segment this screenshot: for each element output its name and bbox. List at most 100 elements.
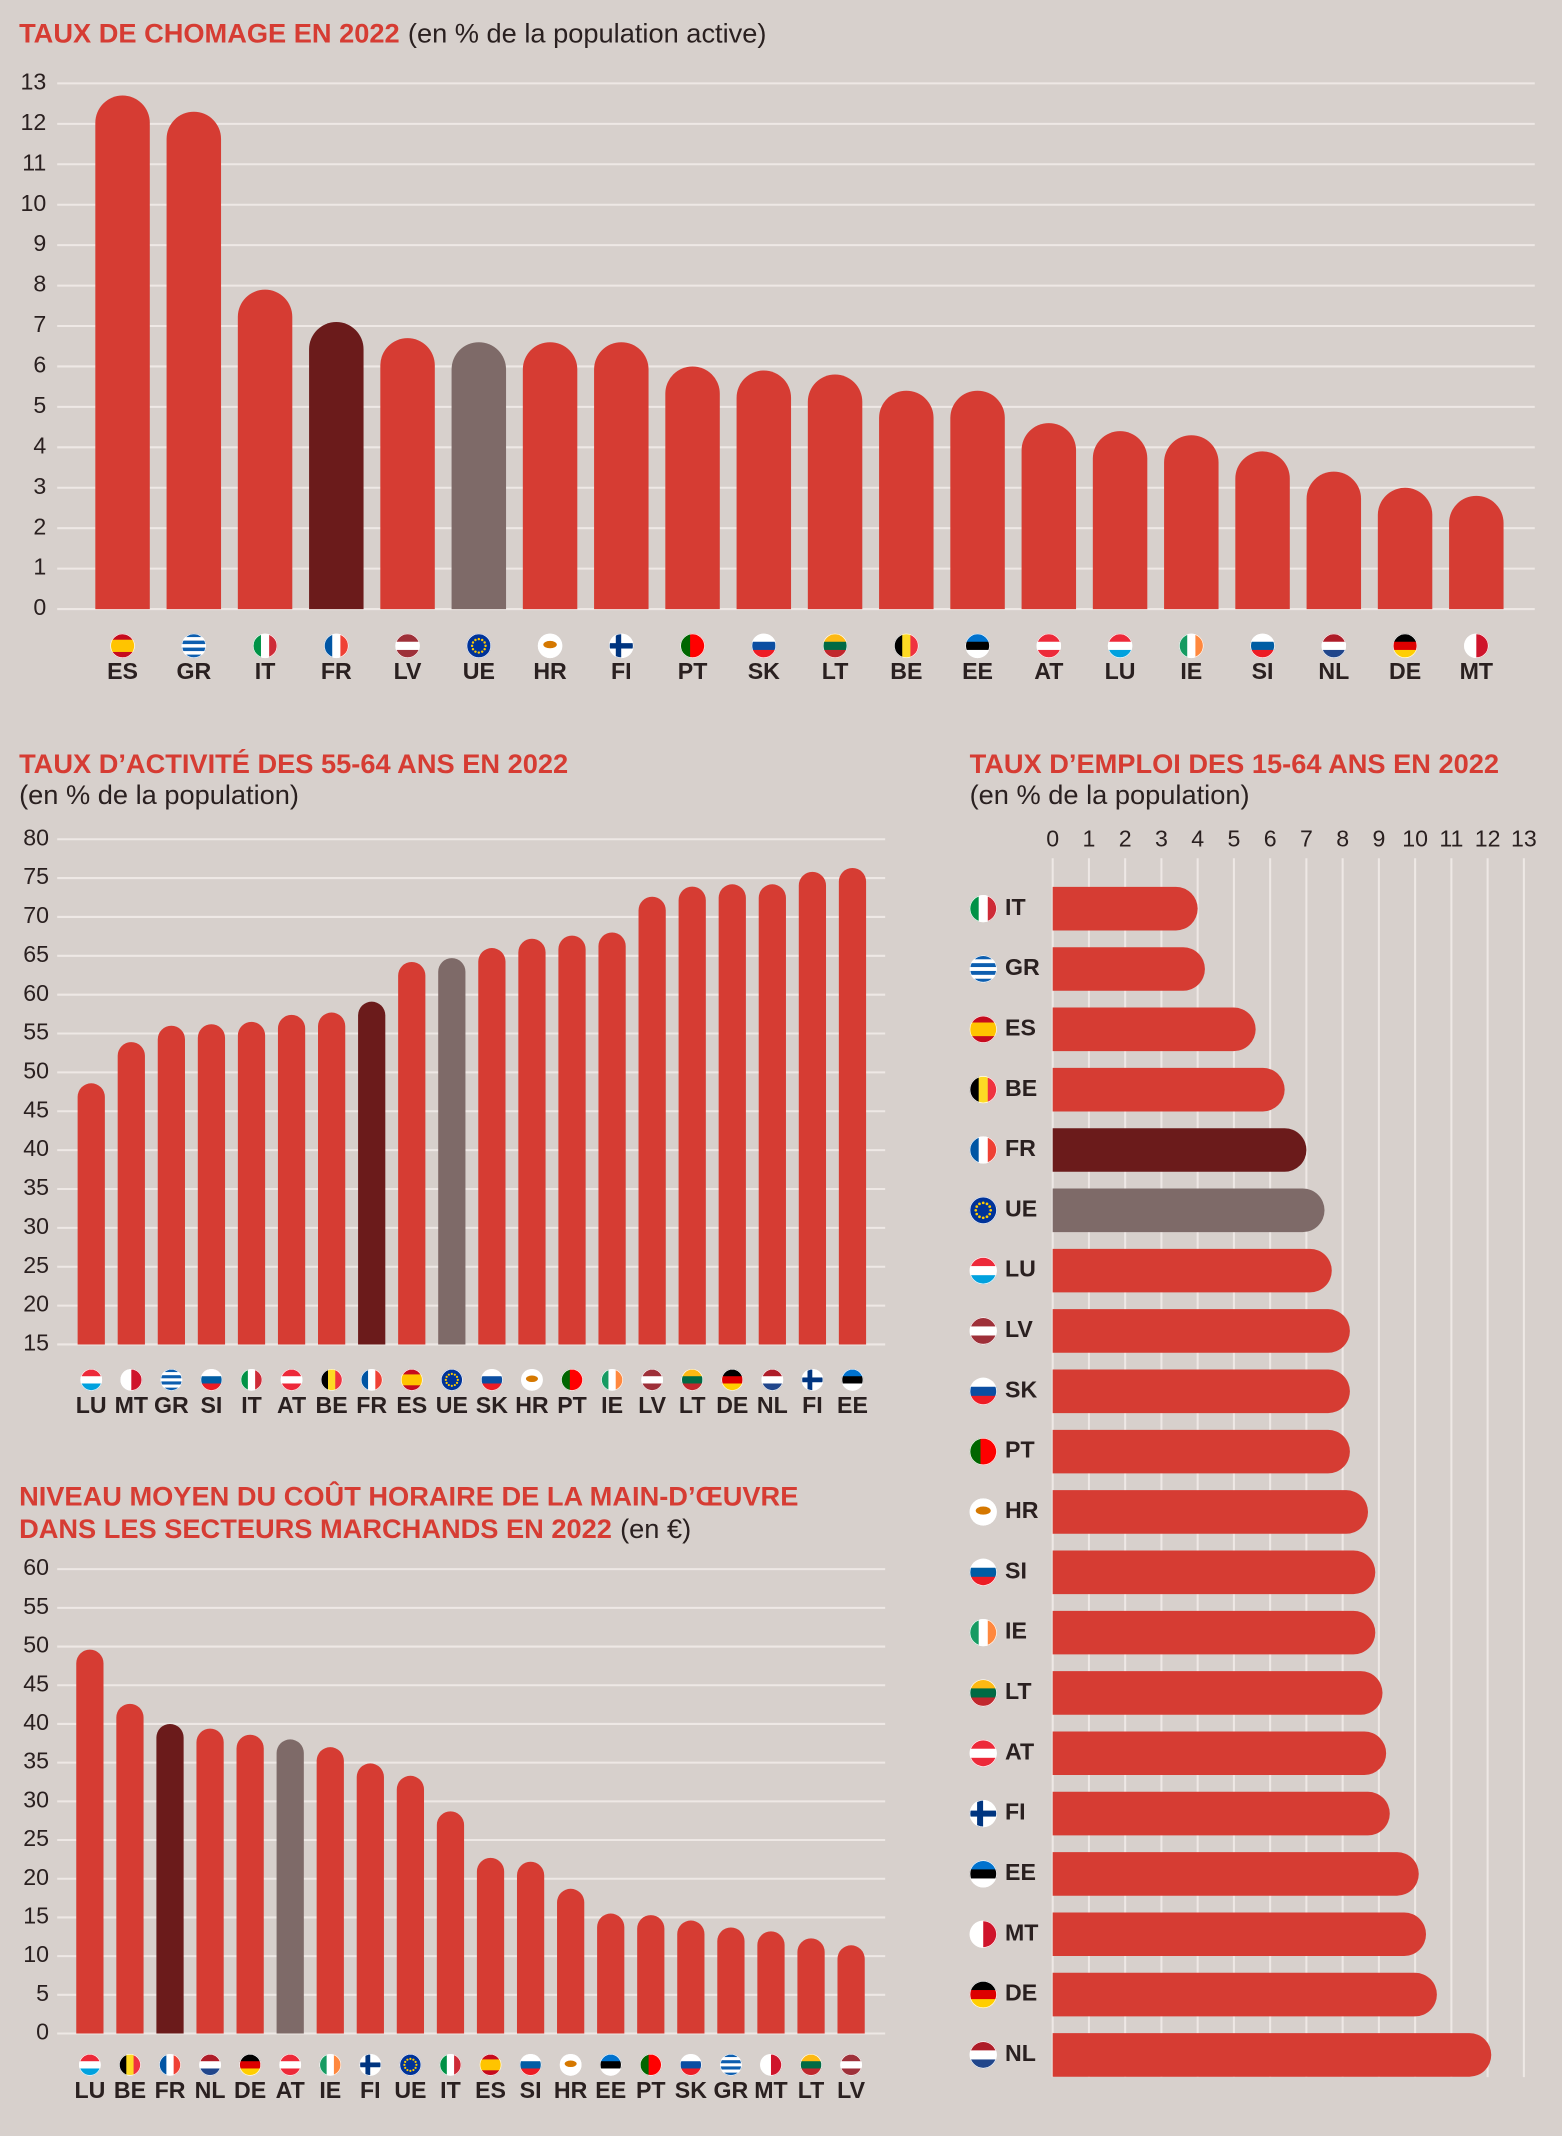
flag-star [985,1202,989,1206]
x-tick-label: FI [802,1392,823,1418]
bar [1052,1067,1285,1112]
bar [1052,1791,1390,1836]
flag-stripe [969,1136,980,1164]
flag [78,2053,101,2076]
flag-stripe [969,963,997,968]
flag [240,1368,263,1391]
bar [837,1945,865,2034]
flag-stripe [822,633,848,643]
y-tick-label: 60 [23,1554,49,1580]
flag [199,2053,221,2076]
y-tick-label: 6 [33,352,46,378]
bar [1449,495,1504,610]
flag-stripe [332,633,341,659]
x-tick-label: 3 [1155,826,1168,852]
flag [800,2053,822,2076]
x-tick-label: AT [1034,658,1063,684]
flag-stripe [657,2053,662,2076]
y-tick-label: FR [1005,1135,1036,1161]
y-tick-label: 7 [33,311,46,337]
flag-star [404,2066,407,2069]
flag [119,2053,141,2076]
flag-stripe [181,644,207,648]
flag-stripe [969,1739,997,1750]
flag [969,1980,997,2009]
x-tick-label: IE [319,2077,341,2103]
flag-stripe [770,2053,782,2076]
flag [400,1368,423,1391]
flag-emblem [564,2060,577,2068]
flag-stripe [969,1076,980,1104]
flag [200,1368,223,1391]
bar [197,1024,226,1345]
bar [1052,1912,1427,1957]
flag-stripe [761,1368,784,1377]
y-tick-label: 35 [23,1748,49,1774]
bar [476,1857,505,2034]
flag [721,1368,744,1391]
bar [1052,1188,1325,1233]
y-tick-label: 25 [23,1825,49,1851]
flag-stripe [1392,649,1418,659]
x-tick-label: 9 [1372,826,1385,852]
flag-star [404,2060,407,2063]
flag-stripe [894,633,903,659]
flag [969,1618,997,1647]
x-tick-label: PT [636,2077,666,2103]
flag-stripe [1321,641,1347,651]
flag-stripe [200,1383,223,1391]
y-tick-label: 5 [33,392,46,418]
y-tick-label: MT [1005,1919,1038,1945]
x-tick-label: IE [601,1392,623,1418]
bar [950,390,1005,610]
flag-stripe [479,2059,502,2066]
flag-stripe [840,2061,863,2069]
flag-stripe [269,633,278,659]
flag-stripe [400,1379,423,1386]
flag-stripe [969,1377,997,1388]
flag-stripe [110,639,135,647]
bar [438,958,466,1345]
flag-star [480,638,484,642]
flag-cross [807,1368,813,1391]
bar [277,1014,306,1345]
flag-stripe [110,633,135,641]
x-tick-label: FR [321,658,352,684]
flag-star [450,1384,453,1387]
flag-star [975,1205,979,1208]
flag-stripe [599,2053,622,2062]
flag-stripe [751,641,777,651]
flag [840,2053,863,2076]
x-tick-label: 8 [1336,826,1349,852]
chart-title-line: NIVEAU MOYEN DU COÛT HORAIRE DE LA MAIN-… [19,1480,798,1512]
flag-stripe [969,970,997,976]
flag-star [444,1378,447,1381]
flag-stripe [978,1618,989,1647]
flag-stripe [327,1368,336,1391]
flag-stripe [1036,649,1062,659]
flag [1464,633,1489,659]
flag [395,633,420,659]
flag-stripe [978,895,989,923]
flag [479,2053,502,2076]
flag-stripe [480,1368,503,1377]
flag [1179,633,1204,659]
flag-stripe [969,1275,997,1285]
flag-stripe [279,2068,302,2076]
x-tick-label: UE [436,1392,468,1418]
bar [236,1734,264,2034]
flag-star [412,2068,415,2072]
x-tick-label: SI [200,1392,222,1418]
flag-stripe [1187,633,1196,659]
bar [516,1861,545,2034]
y-tick-label: 9 [33,230,46,256]
flag [969,1257,997,1285]
x-tick-label: FR [356,1392,387,1418]
y-tick-label: 50 [23,1058,49,1084]
bar [1052,1972,1437,2017]
y-tick-label: 70 [23,902,49,928]
flag-stripe [1392,641,1418,651]
flag-emblem [975,1506,991,1515]
flag [480,1368,503,1391]
x-tick-label: SK [748,658,780,684]
